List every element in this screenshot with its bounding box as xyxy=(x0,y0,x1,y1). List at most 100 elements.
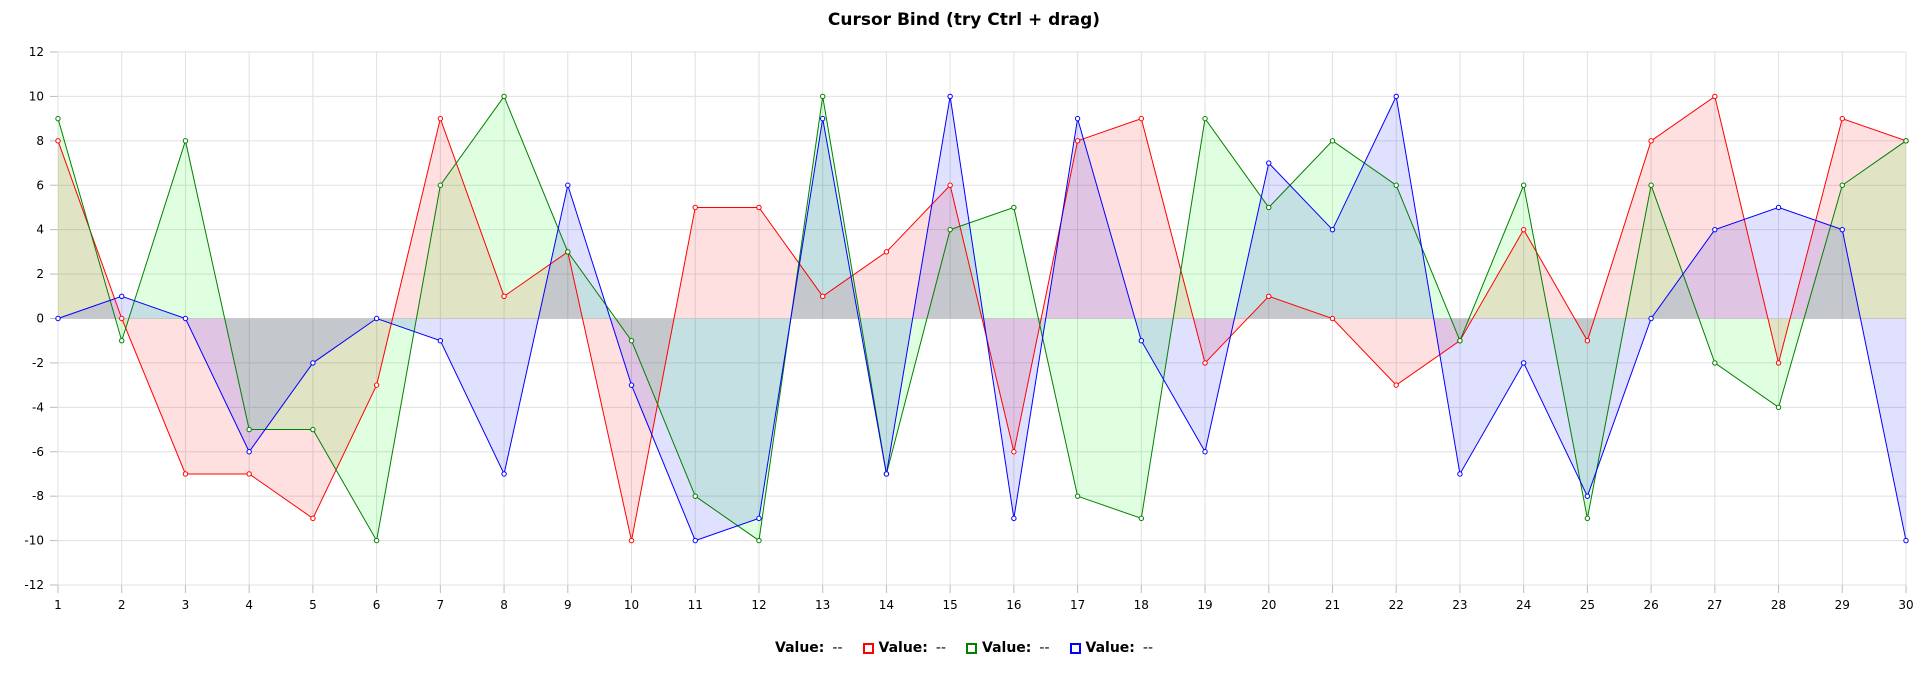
data-point xyxy=(565,182,571,188)
x-tick-label: 10 xyxy=(624,598,639,612)
x-tick-label: 9 xyxy=(564,598,572,612)
data-point xyxy=(1584,338,1591,344)
data-point xyxy=(1011,204,1017,211)
chart-title: Cursor Bind (try Ctrl + drag) xyxy=(827,10,1101,30)
y-tick-label: -10 xyxy=(24,534,44,548)
data-point xyxy=(119,293,125,299)
y-tick-label: 10 xyxy=(29,89,44,103)
series-points xyxy=(55,93,1909,544)
data-point xyxy=(1074,138,1081,144)
data-point xyxy=(1266,204,1272,211)
x-tick-label: 11 xyxy=(688,598,703,612)
x-tick-label: 22 xyxy=(1389,598,1404,612)
legend: Value: -- Value: -- Value: -- Value: -- xyxy=(0,640,1928,656)
data-point xyxy=(1457,338,1463,344)
data-point xyxy=(1839,226,1845,233)
data-point xyxy=(947,226,953,233)
data-point xyxy=(1393,93,1399,100)
data-point xyxy=(182,315,189,322)
legend-value: -- xyxy=(832,640,843,656)
legend-item-x[interactable]: Value: -- xyxy=(775,640,843,656)
y-tick-label: -12 xyxy=(24,578,44,592)
data-point xyxy=(1266,293,1272,299)
data-point xyxy=(246,471,252,477)
data-point xyxy=(692,204,698,211)
data-point xyxy=(1839,115,1845,122)
data-point xyxy=(1393,382,1399,388)
data-point xyxy=(246,426,252,433)
data-point xyxy=(1329,315,1336,322)
x-tick-label: 2 xyxy=(118,598,126,612)
data-point xyxy=(437,338,444,344)
series-line-2 xyxy=(57,94,1907,542)
data-point xyxy=(819,93,826,100)
data-point xyxy=(883,471,890,477)
x-tick-label: 12 xyxy=(751,598,766,612)
data-point xyxy=(55,115,61,122)
legend-item-red[interactable]: Value: -- xyxy=(862,640,946,656)
x-tick-label: 25 xyxy=(1580,598,1595,612)
data-point xyxy=(1775,404,1782,411)
x-tick-label: 7 xyxy=(437,598,445,612)
data-point xyxy=(1648,138,1654,144)
data-point xyxy=(1202,360,1208,366)
data-point xyxy=(1202,115,1208,122)
data-point xyxy=(437,115,444,122)
data-point xyxy=(628,537,635,544)
x-tick-label: 13 xyxy=(815,598,830,612)
data-point xyxy=(501,471,507,477)
data-point xyxy=(756,204,762,211)
legend-value: -- xyxy=(935,640,946,656)
data-point xyxy=(55,315,61,322)
x-tick-label: 1 xyxy=(54,598,62,612)
data-point xyxy=(1074,115,1081,122)
data-point xyxy=(310,515,316,522)
data-point xyxy=(1712,360,1718,366)
x-tick-label: 27 xyxy=(1707,598,1722,612)
legend-item-blue[interactable]: Value: -- xyxy=(1069,640,1153,656)
data-point xyxy=(310,360,316,366)
data-point xyxy=(628,382,635,388)
x-tick-label: 30 xyxy=(1898,598,1913,612)
y-axis-ticks: 12 10 8 6 4 2 0 -2 -4 -6 -8 -10 -12 xyxy=(24,45,44,592)
data-point xyxy=(1457,471,1463,477)
data-point xyxy=(756,515,762,522)
x-tick-label: 6 xyxy=(373,598,381,612)
data-point xyxy=(1138,115,1145,122)
data-point xyxy=(1393,182,1399,188)
data-point xyxy=(883,249,890,255)
y-tick-label: 4 xyxy=(36,223,44,237)
x-tick-label: 23 xyxy=(1452,598,1467,612)
data-point xyxy=(947,182,953,188)
legend-label: Value: xyxy=(878,640,928,656)
data-point xyxy=(756,537,762,544)
x-tick-label: 19 xyxy=(1197,598,1212,612)
data-point xyxy=(1903,138,1909,144)
series-lines xyxy=(57,94,1907,543)
data-point xyxy=(1584,515,1591,522)
x-tick-label: 29 xyxy=(1835,598,1850,612)
x-tick-label: 16 xyxy=(1006,598,1021,612)
legend-swatch xyxy=(1069,642,1081,654)
legend-value: -- xyxy=(1039,640,1050,656)
x-tick-label: 14 xyxy=(879,598,894,612)
x-tick-label: 8 xyxy=(500,598,508,612)
x-tick-label: 26 xyxy=(1643,598,1658,612)
data-point xyxy=(1520,360,1527,366)
data-point xyxy=(1138,338,1145,344)
data-point xyxy=(692,537,698,544)
series-line-0 xyxy=(57,95,1907,541)
legend-swatch xyxy=(966,642,977,654)
data-point xyxy=(1775,204,1782,211)
x-tick-label: 21 xyxy=(1325,598,1340,612)
data-point xyxy=(501,93,507,100)
legend-item-green[interactable]: Value: -- xyxy=(966,640,1050,656)
legend-swatch xyxy=(862,642,874,654)
x-tick-label: 18 xyxy=(1134,598,1149,612)
x-tick-label: 17 xyxy=(1070,598,1085,612)
x-tick-label: 24 xyxy=(1516,598,1531,612)
y-tick-label: -6 xyxy=(32,445,44,459)
data-point xyxy=(1712,226,1718,233)
data-point xyxy=(565,249,571,255)
